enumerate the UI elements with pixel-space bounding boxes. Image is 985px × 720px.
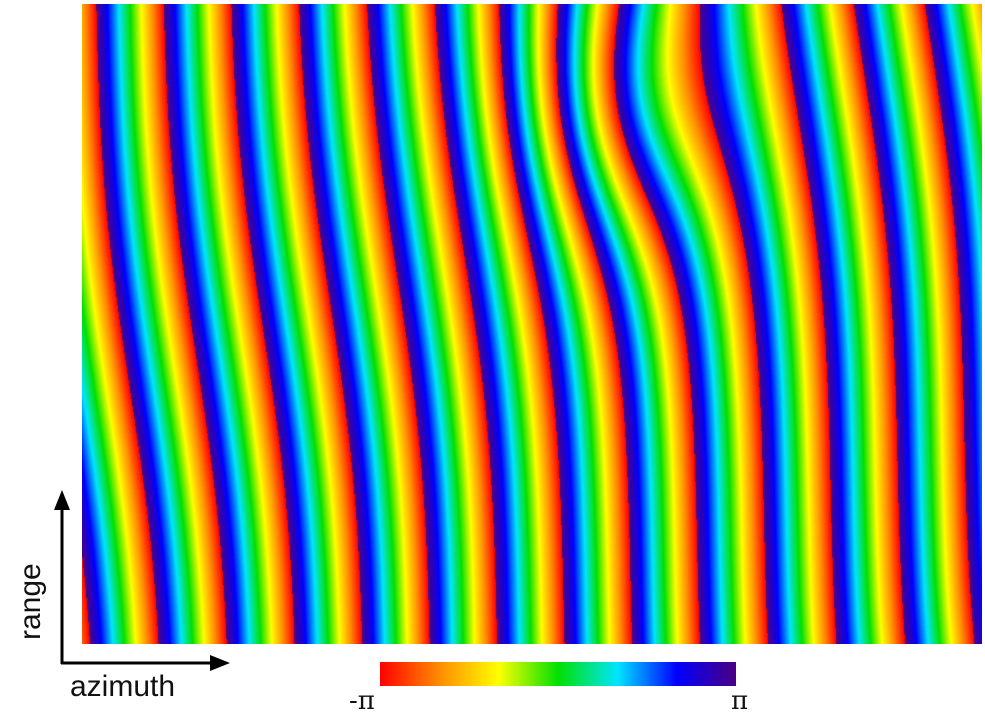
phase-colorbar <box>380 662 736 686</box>
range-axis-arrowhead <box>54 490 70 510</box>
colorbar-max-label: π <box>731 686 749 716</box>
azimuth-axis-arrowhead <box>210 655 230 671</box>
phase-fringe-image <box>82 4 982 644</box>
range-axis-label: range <box>14 563 47 640</box>
colorbar-min-label: -π <box>349 686 375 716</box>
azimuth-axis-label: azimuth <box>70 670 176 703</box>
